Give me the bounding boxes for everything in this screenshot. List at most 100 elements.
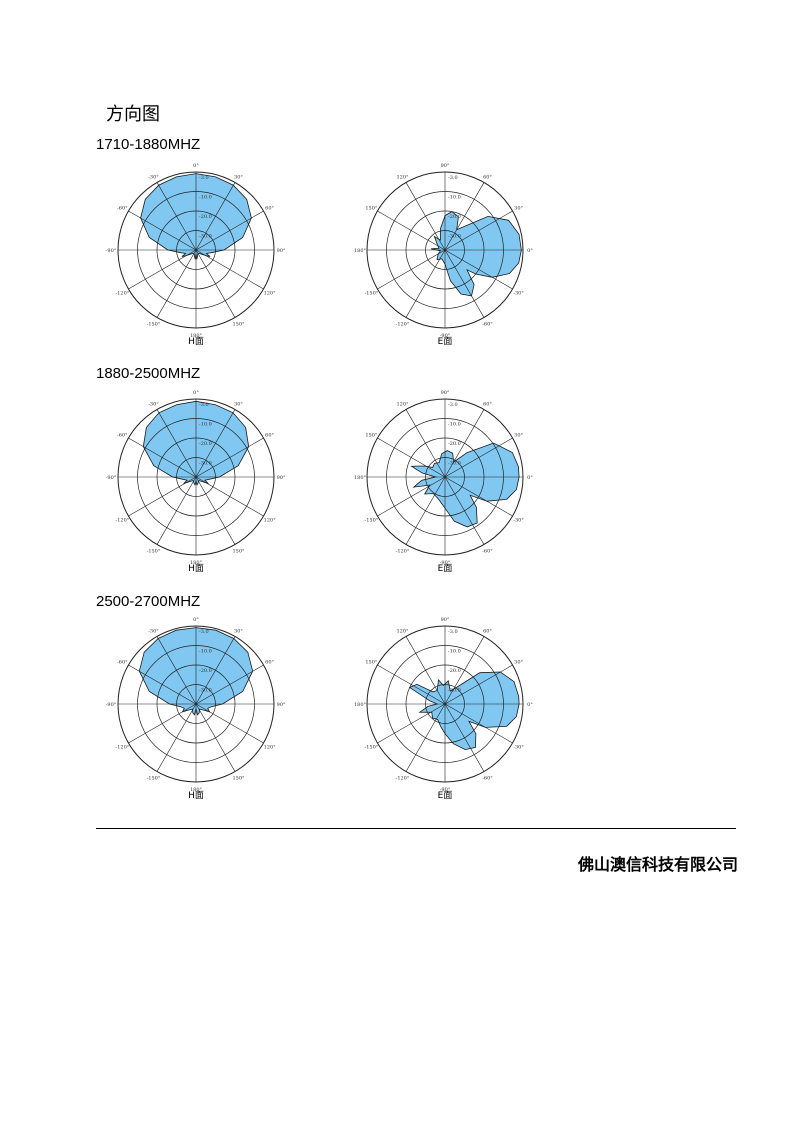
grid-spoke bbox=[444, 636, 485, 705]
band-title-2500-2700: 2500-2700MHZ bbox=[96, 593, 201, 610]
grid-spoke bbox=[444, 476, 513, 517]
angle-label: 180° bbox=[354, 475, 367, 481]
angle-label: -150° bbox=[147, 322, 161, 328]
angle-label: -90° bbox=[106, 702, 117, 708]
plane-caption: E面 bbox=[438, 563, 453, 574]
angle-label: 120° bbox=[396, 401, 409, 407]
grid-spoke bbox=[195, 409, 236, 478]
grid-spoke bbox=[128, 249, 197, 290]
band-title-1880-2500: 1880-2500MHZ bbox=[96, 365, 201, 382]
angle-label: -150° bbox=[147, 776, 161, 782]
grid-spoke bbox=[128, 664, 197, 705]
angle-label: 30° bbox=[514, 206, 523, 212]
grid-spoke bbox=[405, 636, 446, 705]
footer-divider bbox=[96, 828, 736, 829]
grid-spoke bbox=[195, 210, 264, 251]
angle-label: 150° bbox=[365, 660, 378, 666]
grid-spoke bbox=[444, 249, 513, 290]
angle-label: 90° bbox=[441, 163, 450, 169]
plane-caption: H面 bbox=[188, 563, 204, 574]
grid-spoke bbox=[195, 476, 236, 545]
angle-label: 0° bbox=[193, 163, 199, 169]
grid-spoke bbox=[444, 249, 485, 318]
grid-spoke bbox=[156, 476, 197, 545]
grid-spoke bbox=[156, 249, 197, 318]
e-plane-pattern-3: 0° 30° 60° 90° 120° 150° 180° -150° -120° -90° -60… bbox=[354, 617, 533, 801]
angle-label: 90° bbox=[277, 702, 286, 708]
grid-spoke bbox=[377, 249, 446, 290]
plane-caption: H面 bbox=[188, 336, 204, 347]
angle-label: 0° bbox=[527, 702, 533, 708]
ring-label: -3.0 bbox=[448, 175, 458, 181]
angle-label: -120° bbox=[396, 549, 410, 555]
angle-label: -90° bbox=[106, 248, 117, 254]
angle-label: 120° bbox=[264, 745, 277, 751]
e-plane-pattern-2: 0° 30° 60° 90° 120° 150° 180° -150° -120° -90° -60… bbox=[354, 390, 533, 574]
grid-spoke bbox=[377, 210, 446, 251]
angle-label: 150° bbox=[365, 206, 378, 212]
grid-spoke bbox=[444, 409, 485, 478]
angle-label: 150° bbox=[232, 322, 245, 328]
grid-spoke bbox=[444, 182, 485, 251]
company-name: 佛山澳信科技有限公司 bbox=[577, 855, 738, 874]
angle-label: 90° bbox=[277, 248, 286, 254]
grid-spoke bbox=[156, 703, 197, 772]
plane-caption: E面 bbox=[438, 790, 453, 801]
angle-label: -60° bbox=[482, 549, 493, 555]
grid-spoke bbox=[156, 409, 197, 478]
angle-label: -30° bbox=[513, 291, 524, 297]
angle-label: 90° bbox=[277, 475, 286, 481]
angle-label: 90° bbox=[441, 390, 450, 396]
angle-label: 30° bbox=[234, 628, 243, 634]
ring-label: -30.0 bbox=[199, 461, 212, 467]
angle-label: -90° bbox=[106, 475, 117, 481]
h-plane-pattern-2: 0° 30° 60° 90° 120° 150° 180° -150° -120° -90° -60… bbox=[106, 390, 286, 574]
angle-label: 60° bbox=[483, 174, 492, 180]
grid-spoke bbox=[377, 664, 446, 705]
pattern-lobe bbox=[430, 211, 522, 297]
grid-spoke bbox=[377, 476, 446, 517]
ring-label: -20.0 bbox=[199, 214, 212, 220]
angle-label: -60° bbox=[117, 660, 128, 666]
band-title-1710-1880: 1710-1880MHZ bbox=[96, 136, 201, 153]
ring-label: -20.0 bbox=[448, 441, 461, 447]
angle-label: 0° bbox=[193, 617, 199, 623]
grid-spoke bbox=[195, 703, 236, 772]
angle-label: 60° bbox=[265, 660, 274, 666]
grid-spoke bbox=[444, 437, 513, 478]
grid-spoke bbox=[195, 703, 264, 744]
angle-label: 90° bbox=[441, 617, 450, 623]
grid-spoke bbox=[444, 664, 513, 705]
angle-label: 180° bbox=[190, 560, 203, 566]
pattern-lobe bbox=[408, 671, 520, 751]
angle-label: -30° bbox=[513, 518, 524, 524]
angle-label: -30° bbox=[148, 401, 159, 407]
grid-spoke bbox=[195, 476, 264, 517]
ring-label: -10.0 bbox=[448, 422, 461, 428]
ring-label: -3.0 bbox=[199, 175, 209, 181]
ring-label: -30.0 bbox=[448, 688, 461, 694]
h-plane-pattern-1: 0° 30° 60° 90° 120° 150° 180° -150° -120° -90° -60… bbox=[106, 163, 286, 347]
angle-label: 60° bbox=[483, 401, 492, 407]
angle-label: -90° bbox=[440, 787, 451, 793]
grid-spoke bbox=[405, 703, 446, 772]
ring-label: -10.0 bbox=[199, 649, 212, 655]
grid-spoke bbox=[195, 437, 264, 478]
pattern-lobe bbox=[410, 442, 520, 528]
plane-caption: H面 bbox=[188, 790, 204, 801]
ring-label: -30.0 bbox=[199, 234, 212, 240]
angle-label: -150° bbox=[365, 291, 379, 297]
angle-label: -30° bbox=[148, 628, 159, 634]
angle-label: 0° bbox=[527, 248, 533, 254]
angle-label: 30° bbox=[234, 401, 243, 407]
angle-label: -60° bbox=[117, 433, 128, 439]
grid-spoke bbox=[195, 249, 236, 318]
angle-label: 180° bbox=[354, 702, 367, 708]
angle-label: -150° bbox=[365, 518, 379, 524]
grid-spoke bbox=[156, 636, 197, 705]
grid-spoke bbox=[405, 182, 446, 251]
grid-spoke bbox=[444, 703, 485, 772]
grid-spoke bbox=[377, 703, 446, 744]
angle-label: -120° bbox=[116, 518, 130, 524]
angle-label: -150° bbox=[365, 745, 379, 751]
